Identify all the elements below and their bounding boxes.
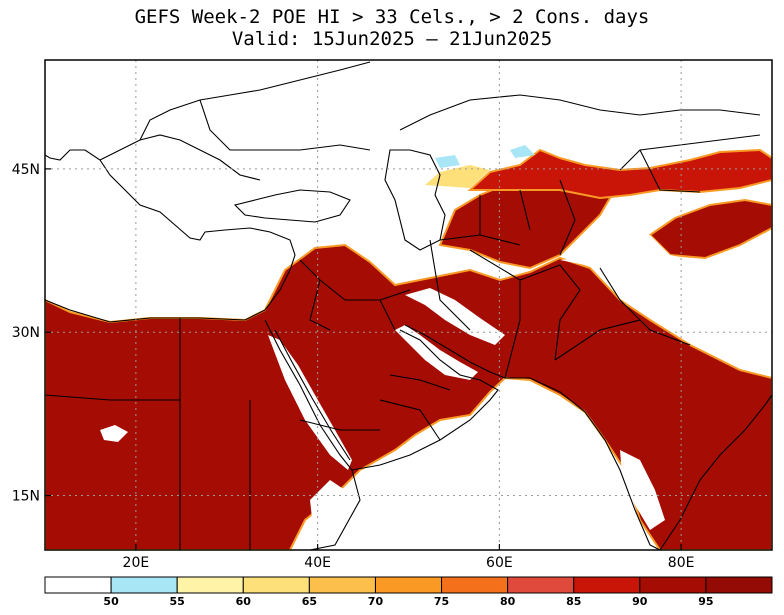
colorbar-label: 80 (500, 595, 516, 608)
fill-kazakh-strip (467, 148, 772, 200)
colorbar-label: 85 (566, 595, 581, 608)
longitude-ticks: 20E 40E 60E 80E (123, 544, 695, 571)
probability-fills (45, 145, 772, 550)
colorbar-bin (573, 576, 641, 594)
lat-tick-label: 45N (12, 162, 40, 178)
lon-tick-label: 40E (304, 555, 331, 571)
colorbar-bin (110, 576, 178, 594)
hole-persian-gulf (395, 325, 478, 380)
colorbar-bin (441, 576, 509, 594)
hole-red-sea (268, 335, 352, 470)
colorbar: 50 55 60 65 70 75 80 85 90 95 (44, 576, 773, 608)
colorbar-label: 90 (632, 595, 648, 608)
coast-pakistan-india (505, 377, 772, 550)
hole-zagros (405, 288, 505, 345)
map-title: GEFS Week-2 POE HI > 33 Cels., > 2 Cons.… (0, 6, 784, 50)
colorbar-label: 70 (368, 595, 384, 608)
hole-africa-spot (100, 425, 128, 442)
fill-cyan-fringe (435, 145, 535, 168)
coastlines-and-borders (45, 61, 772, 550)
lon-tick-label: 80E (668, 555, 695, 571)
colorbar-label: 55 (170, 595, 185, 608)
title-line-1: GEFS Week-2 POE HI > 33 Cels., > 2 Cons.… (134, 6, 650, 28)
hole-india-ghats (620, 450, 665, 530)
colorbar-bin (374, 576, 443, 594)
fill-africa-arabia-india (45, 243, 772, 550)
hole-himalaya (560, 256, 722, 340)
colorbar-bin (705, 576, 773, 594)
lon-tick-label: 60E (486, 555, 513, 571)
colorbar-label: 65 (302, 595, 317, 608)
colorbar-bin (242, 576, 310, 594)
border-lines (45, 61, 761, 550)
lat-tick-label: 30N (12, 325, 40, 341)
coast-persian-gulf-north (404, 324, 506, 379)
colorbar-bin (308, 576, 376, 594)
coast-black-sea (233, 189, 351, 223)
colorbar-label: 50 (103, 595, 119, 608)
coast-mediterranean (45, 149, 296, 323)
title-line-2: Valid: 15Jun2025 – 21Jun2025 (231, 28, 553, 50)
colorbar-bin (507, 576, 575, 594)
graticule (45, 60, 772, 550)
coast-caspian (384, 149, 446, 251)
colorbar-bin (176, 576, 244, 594)
colorbar-label: 95 (698, 595, 713, 608)
fill-north-fringe (425, 165, 490, 188)
lon-tick-label: 20E (123, 555, 150, 571)
coast-arabia-east (351, 329, 499, 471)
lat-tick-label: 15N (12, 489, 40, 505)
latitude-ticks: 45N 30N 15N (12, 162, 51, 505)
plot-frame (44, 59, 773, 551)
colorbar-label: 60 (236, 595, 252, 608)
colorbar-bin (639, 576, 707, 594)
coast-red-sea (264, 319, 361, 550)
fill-tarim (648, 198, 772, 260)
colorbar-label: 75 (434, 595, 449, 608)
hole-ethiopia (310, 480, 350, 545)
hole-yemen (355, 462, 420, 495)
colorbar-bin (44, 576, 112, 594)
